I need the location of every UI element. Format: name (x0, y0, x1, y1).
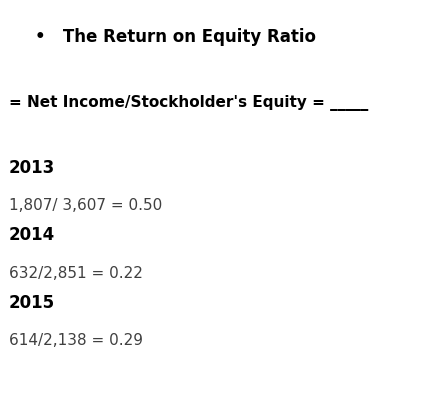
Text: 2015: 2015 (9, 294, 55, 312)
Text: 1,807/ 3,607 = 0.50: 1,807/ 3,607 = 0.50 (9, 198, 162, 214)
Text: 614/2,138 = 0.29: 614/2,138 = 0.29 (9, 333, 143, 349)
Text: = Net Income/Stockholder's Equity = _____: = Net Income/Stockholder's Equity = ____… (9, 95, 368, 111)
Text: •   The Return on Equity Ratio: • The Return on Equity Ratio (35, 28, 316, 46)
Text: 2013: 2013 (9, 159, 55, 177)
Text: 2014: 2014 (9, 226, 55, 244)
Text: 632/2,851 = 0.22: 632/2,851 = 0.22 (9, 266, 143, 281)
